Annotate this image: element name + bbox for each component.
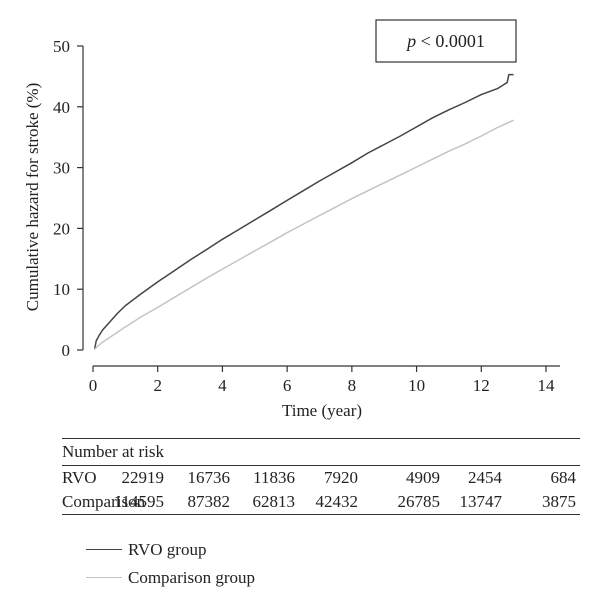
x-tick-label: 0 [89, 376, 98, 395]
risk-cell: 87382 [187, 492, 231, 511]
x-tick-label: 2 [153, 376, 162, 395]
risk-cell: 11836 [253, 468, 295, 487]
x-tick-label: 14 [538, 376, 556, 395]
y-axis-label: Cumulative hazard for stroke (%) [23, 83, 42, 311]
p-value: < 0.0001 [416, 31, 485, 51]
x-tick-label: 8 [348, 376, 357, 395]
risk-cell: 16736 [187, 468, 231, 487]
p-value-box [375, 19, 517, 63]
risk-table-rows: RVO 22919 16736 11836 7920 4909 2454 684 Compari… [62, 466, 580, 515]
x-tick-label: 12 [473, 376, 490, 395]
risk-cell: 62813 [252, 492, 296, 511]
risk-cell: 42432 [315, 492, 359, 511]
chart-series [93, 73, 514, 350]
p-symbol: p [405, 31, 416, 51]
series-line-rvo [93, 73, 514, 350]
y-tick-label: 0 [62, 341, 71, 360]
risk-cell: 7920 [324, 468, 358, 487]
risk-table-row: Comparison 114595 87382 62813 42432 26785 1374… [62, 490, 580, 515]
chart-axes: 0 10 20 30 40 50 0 2 4 6 8 10 12 14 [53, 37, 560, 395]
y-tick-label: 20 [53, 219, 70, 238]
y-tick-label: 30 [53, 159, 70, 178]
risk-table-title: Number at risk [62, 438, 580, 466]
cumulative-hazard-chart: 0 10 20 30 40 50 0 2 4 6 8 10 12 14 p < 0.0001 Time (… [23, 19, 560, 420]
legend-swatch [86, 577, 122, 578]
x-tick-label: 4 [218, 376, 227, 395]
y-tick-label: 10 [53, 280, 70, 299]
risk-cell: 3875 [542, 492, 576, 511]
x-axis-label: Time (year) [282, 401, 362, 420]
y-tick-label: 50 [53, 37, 70, 56]
risk-table-row: RVO 22919 16736 11836 7920 4909 2454 684 [62, 466, 580, 490]
risk-row-label: RVO [62, 468, 97, 487]
risk-cell: 26785 [397, 492, 441, 511]
risk-cell: 684 [550, 468, 577, 487]
p-value-annotation: p < 0.0001 [375, 19, 517, 63]
legend-swatch [86, 549, 122, 550]
risk-cell: 22919 [121, 468, 165, 487]
x-tick-label: 6 [283, 376, 292, 395]
p-value-text: p < 0.0001 [405, 31, 485, 51]
legend-label: RVO group [128, 540, 207, 559]
y-tick-label: 40 [53, 98, 70, 117]
risk-cell: 2454 [468, 468, 502, 487]
risk-cell: 114595 [113, 492, 164, 511]
number-at-risk-table: Number at risk RVO 22919 16736 11836 7920 490… [62, 438, 580, 515]
risk-cell: 4909 [406, 468, 440, 487]
risk-cell: 13747 [459, 492, 503, 511]
series-line-comparison [94, 119, 514, 350]
legend-label: Comparison group [128, 568, 256, 587]
risk-row-label: Comparison [62, 492, 146, 511]
x-tick-label: 10 [408, 376, 425, 395]
